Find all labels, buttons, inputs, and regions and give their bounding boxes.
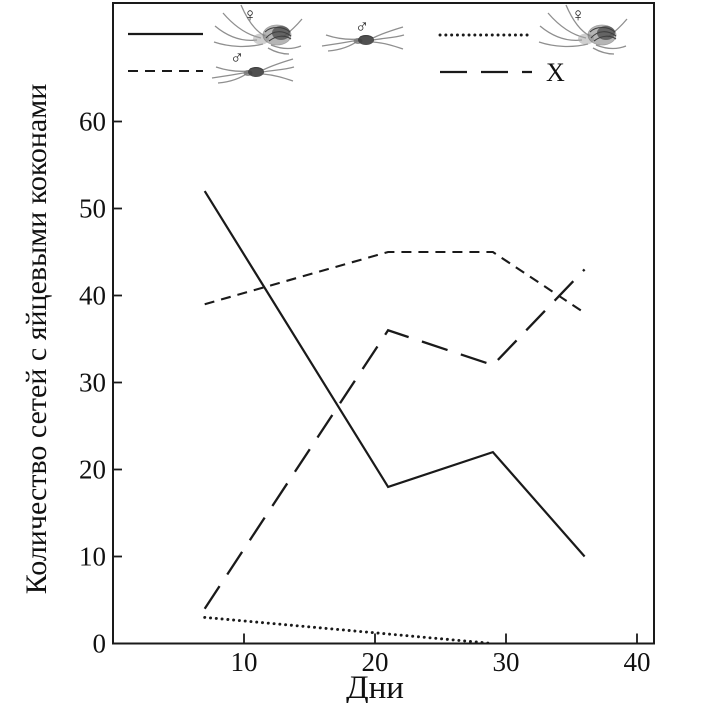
plot-border [112, 2, 655, 645]
series-line-long-dash-x [203, 268, 586, 610]
male-symbol: ♂ [230, 48, 244, 69]
series-line-dotted-pair [203, 615, 495, 645]
y-tick-label: 20 [79, 455, 106, 485]
male-symbol: ♂ [355, 17, 369, 38]
legend-label-x: X [546, 58, 565, 87]
y-axis-label: Количество сетей с яйцевыми коконами [20, 84, 53, 595]
x-tick-label: 10 [231, 647, 258, 677]
x-axis-ticks: 10 20 30 40 [231, 633, 651, 677]
x-axis-label: Дни [346, 670, 404, 703]
y-tick-label: 60 [79, 107, 106, 137]
female-symbol: ♀ [243, 5, 257, 26]
y-tick-label: 30 [79, 368, 106, 398]
x-tick-label: 40 [624, 647, 651, 677]
female-spider-icon [213, 4, 303, 55]
male-spider-icon [211, 58, 295, 84]
y-tick-label: 40 [79, 281, 106, 311]
y-tick-label: 50 [79, 194, 106, 224]
y-tick-label: 10 [79, 542, 106, 572]
y-tick-label: 0 [93, 629, 107, 659]
x-tick-label: 20 [362, 647, 389, 677]
y-axis-ticks: 0 10 20 30 40 50 60 [79, 107, 122, 659]
female-symbol: ♀ [571, 5, 585, 26]
x-tick-label: 30 [493, 647, 520, 677]
legend: ♀ ♂ ♀ ♂ X [128, 4, 628, 87]
series-line-dashed-male [204, 250, 586, 314]
series-line-solid-female [203, 190, 586, 558]
